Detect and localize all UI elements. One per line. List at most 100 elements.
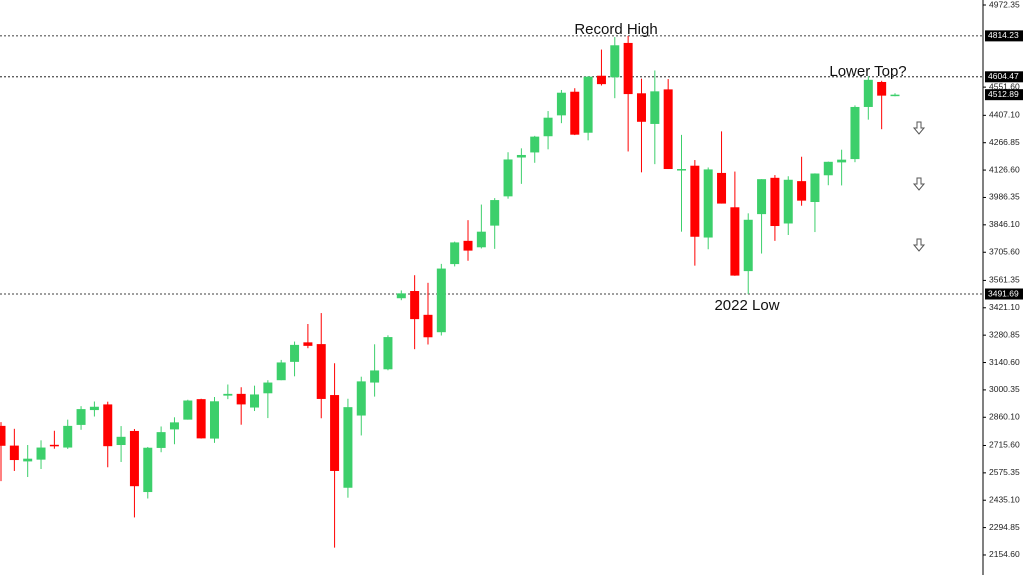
y-tick-label: 2294.85 (989, 522, 1020, 532)
candle-body (543, 117, 553, 137)
candle-body (623, 42, 633, 95)
candle-body (343, 407, 353, 488)
candle-body (663, 89, 673, 170)
candle-body (183, 400, 193, 420)
candle-body (823, 161, 833, 176)
candle-body (743, 219, 753, 272)
candle-body (717, 172, 727, 204)
candle-body (636, 93, 646, 122)
candle-body (276, 362, 286, 381)
candle-body (89, 406, 99, 411)
candle-body (570, 91, 580, 135)
candle-body (877, 81, 887, 96)
candle-body (423, 314, 433, 338)
level-label-box (985, 30, 1023, 42)
candle-body (63, 425, 73, 448)
y-tick-label: 2435.10 (989, 494, 1020, 504)
candle-body (463, 240, 473, 251)
arrow-icon (912, 238, 926, 252)
y-tick-label: 4972.35 (989, 0, 1020, 9)
candle-body (383, 337, 393, 370)
candle-body (690, 165, 700, 237)
candle-body (223, 393, 233, 396)
y-tick-label: 3705.60 (989, 247, 1020, 257)
candle-body (209, 401, 219, 439)
y-tick-label: 2575.35 (989, 467, 1020, 477)
candle-body (263, 382, 273, 394)
y-tick-label: 3000.35 (989, 384, 1020, 394)
candle-body (530, 136, 540, 153)
candle-body (169, 422, 179, 430)
candle-body (863, 79, 873, 107)
candle-body (650, 91, 660, 124)
candle-body (890, 94, 900, 97)
candle-body (36, 447, 46, 460)
candle-body (583, 76, 593, 133)
y-tick-label: 4551.60 (989, 81, 1020, 91)
candle-body (49, 444, 59, 447)
candle-body (370, 370, 380, 383)
annotation: Lower Top? (829, 63, 906, 80)
candle-body (770, 177, 780, 227)
candle-body (516, 154, 526, 158)
y-tick-label: 3140.60 (989, 357, 1020, 367)
y-tick-label: 3561.35 (989, 275, 1020, 285)
candle-body (410, 291, 420, 320)
y-tick-label: 4266.85 (989, 137, 1020, 147)
last-price-label: 4512.89 (988, 89, 1019, 99)
candle-body (556, 92, 566, 116)
y-tick-label: 3986.35 (989, 192, 1020, 202)
candle-body (850, 106, 860, 160)
level-label: 3491.69 (988, 288, 1019, 298)
candle-body (703, 169, 713, 238)
candle-body (476, 231, 486, 248)
candle-body (330, 395, 340, 471)
annotation: Record High (574, 21, 657, 38)
candle-body (103, 404, 113, 447)
candle-body (490, 200, 500, 226)
candle-body (810, 173, 820, 203)
candle-body (129, 430, 139, 487)
candle-body (196, 399, 206, 439)
annotation: 2022 Low (714, 297, 779, 314)
y-tick-label: 3280.85 (989, 329, 1020, 339)
y-tick-label: 4407.10 (989, 110, 1020, 120)
candle-body (236, 393, 246, 405)
candle-body (303, 342, 313, 346)
candle-body (450, 242, 460, 265)
candle-body (0, 425, 6, 446)
candle-body (76, 409, 86, 425)
arrow-icon (912, 177, 926, 191)
candle-body (356, 381, 366, 416)
candle-body (503, 159, 513, 197)
candle-body (757, 179, 767, 215)
candle-body (837, 159, 847, 163)
candle-body (797, 181, 807, 201)
candle-body (143, 447, 153, 493)
candle-body (783, 179, 793, 224)
level-label-box (985, 288, 1023, 300)
candle-body (116, 436, 126, 446)
down-arrows (912, 121, 926, 252)
y-tick-label: 3421.10 (989, 302, 1020, 312)
candle-body (290, 344, 300, 362)
candle-body (610, 45, 620, 78)
candle-body (23, 458, 33, 462)
level-label-box (985, 71, 1023, 83)
y-tick-label: 3846.10 (989, 219, 1020, 229)
candle-body (677, 169, 687, 171)
plot: 2154.60 2294.85 2435.10 2575.35 2715.60 2860.… (0, 0, 1023, 559)
y-tick-label: 2154.60 (989, 549, 1020, 559)
y-tick-label: 2860.10 (989, 412, 1020, 422)
candle-body (156, 432, 166, 448)
candle-body (396, 293, 406, 299)
candle-body (730, 207, 740, 276)
y-tick-label: 4126.60 (989, 164, 1020, 174)
last-price-box (985, 89, 1023, 101)
arrow-icon (912, 121, 926, 135)
candle-body (596, 75, 606, 85)
candle-body (9, 445, 19, 461)
level-label: 4604.47 (988, 71, 1019, 81)
